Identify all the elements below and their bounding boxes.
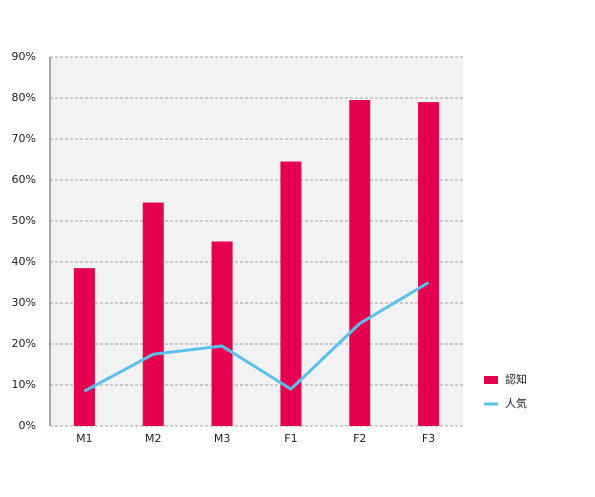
bar bbox=[280, 161, 302, 427]
y-tick-label: 40% bbox=[12, 255, 36, 268]
legend-swatch bbox=[484, 376, 498, 384]
plot-area bbox=[50, 57, 463, 426]
y-tick-label: 10% bbox=[12, 378, 36, 391]
y-tick-label: 80% bbox=[12, 91, 36, 104]
bar bbox=[73, 268, 95, 426]
bar bbox=[211, 241, 233, 426]
x-tick-label: M3 bbox=[214, 432, 231, 445]
bar bbox=[349, 100, 371, 427]
x-tick-label: M1 bbox=[76, 432, 93, 445]
x-tick-label: F3 bbox=[422, 432, 435, 445]
x-tick-label: M2 bbox=[145, 432, 162, 445]
x-tick-label: F1 bbox=[284, 432, 297, 445]
bar bbox=[418, 102, 440, 426]
y-tick-label: 60% bbox=[12, 173, 36, 186]
y-tick-label: 90% bbox=[12, 50, 36, 63]
y-tick-label: 50% bbox=[12, 214, 36, 227]
legend-swatch bbox=[484, 402, 498, 406]
y-tick-label: 0% bbox=[19, 419, 36, 432]
legend-label: 認知 bbox=[505, 372, 527, 386]
x-tick-label: F2 bbox=[353, 432, 366, 445]
y-tick-label: 70% bbox=[12, 132, 36, 145]
y-tick-label: 30% bbox=[12, 296, 36, 309]
legend-label: 人気 bbox=[505, 396, 527, 410]
line bbox=[83, 281, 430, 393]
bar bbox=[142, 202, 164, 426]
y-tick-label: 20% bbox=[12, 337, 36, 350]
